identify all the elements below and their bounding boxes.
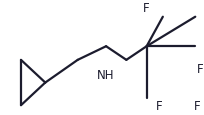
Text: F: F	[196, 63, 203, 76]
Text: F: F	[193, 99, 200, 112]
Text: F: F	[143, 2, 149, 15]
Text: NH: NH	[97, 68, 114, 81]
Text: F: F	[155, 99, 161, 112]
